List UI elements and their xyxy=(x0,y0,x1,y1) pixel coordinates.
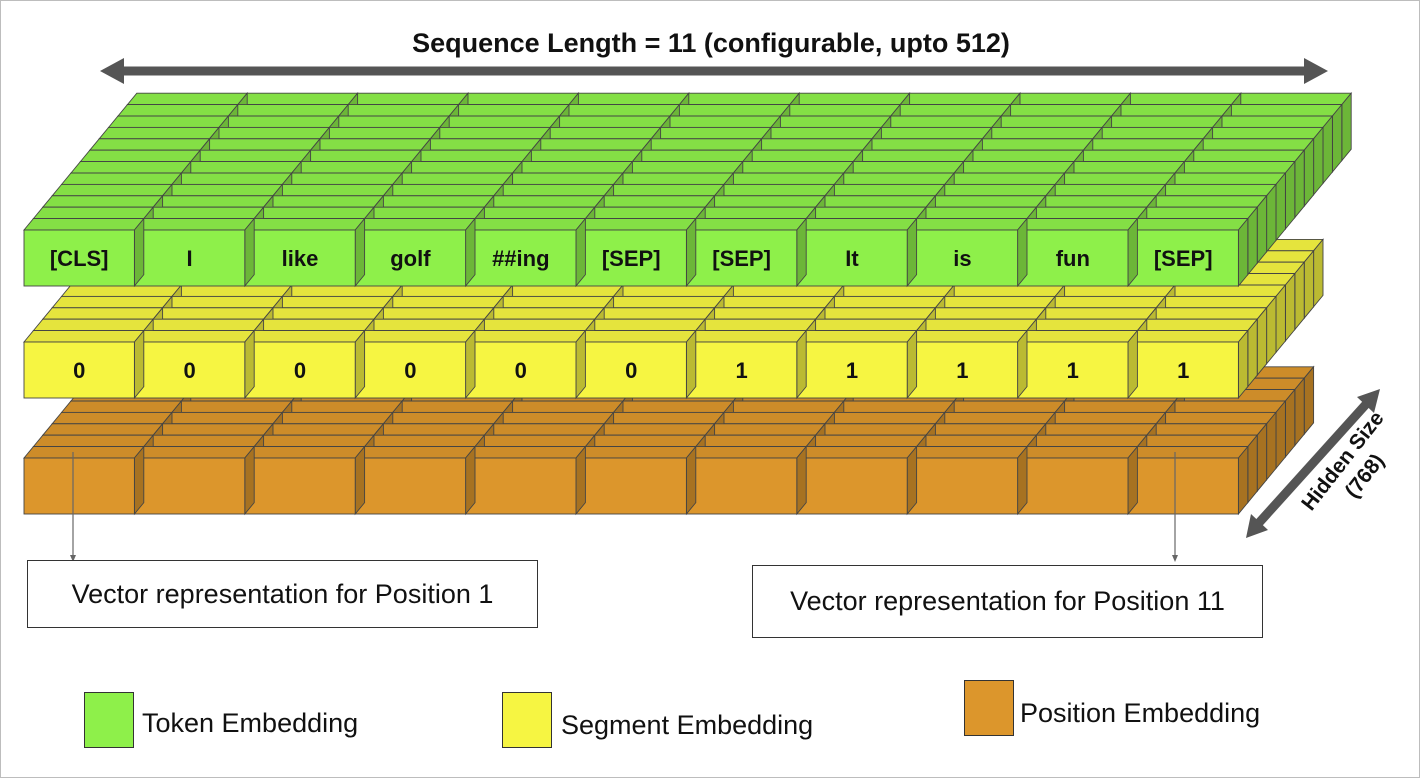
segment-label-5: 0 xyxy=(515,358,527,383)
token-label-9: is xyxy=(953,246,971,271)
callout-position-11: Vector representation for Position 11 xyxy=(752,565,1263,638)
segment-label-4: 0 xyxy=(404,358,416,383)
sequence-length-label: Sequence Length = 11 (configurable, upto… xyxy=(412,28,1010,58)
sequence-length-arrowhead-left xyxy=(100,58,124,84)
legend-token-swatch xyxy=(84,692,134,748)
segment-cell-10: 1 xyxy=(1016,329,1139,400)
legend-segment-swatch xyxy=(502,692,552,748)
position-cell-3 xyxy=(243,445,366,516)
legend-position-swatch xyxy=(964,680,1014,736)
segment-cell-9: 1 xyxy=(906,329,1028,400)
token-label-3: like xyxy=(282,246,319,271)
token-label-8: It xyxy=(845,246,859,271)
token-label-10: fun xyxy=(1056,246,1090,271)
segment-label-6: 0 xyxy=(625,358,637,383)
position-cell-7 xyxy=(685,445,808,516)
position-cell-2 xyxy=(133,445,256,516)
segment-cell-8: 1 xyxy=(795,329,918,400)
token-cell-6: [SEP] xyxy=(575,217,697,288)
arrows xyxy=(70,58,1380,562)
legend-segment-label: Segment Embedding xyxy=(561,710,814,740)
hidden-size-arrow-shaft xyxy=(1253,398,1372,529)
position-cell-5 xyxy=(464,445,587,516)
segment-cell-11: 1 xyxy=(1127,329,1249,400)
position-cell-1 xyxy=(23,445,145,516)
token-cell-5: ##ing xyxy=(464,217,587,288)
segment-cell-6: 0 xyxy=(575,329,697,400)
token-cell-7: [SEP] xyxy=(685,217,808,288)
token-cell-1: [CLS] xyxy=(23,217,145,288)
callout-position-1: Vector representation for Position 1 xyxy=(27,560,538,628)
legend-position-label: Position Embedding xyxy=(1020,698,1261,728)
position-cell-10 xyxy=(1016,445,1139,516)
token-label-1: [CLS] xyxy=(50,246,109,271)
token-cell-11: [SEP] xyxy=(1127,217,1249,288)
position-cell-11 xyxy=(1127,445,1249,516)
position-11-leader-arrowhead xyxy=(1172,555,1178,562)
segment-label-8: 1 xyxy=(846,358,858,383)
segment-cell-3: 0 xyxy=(243,329,366,400)
segment-cell-2: 0 xyxy=(133,329,256,400)
token-label-6: [SEP] xyxy=(602,246,661,271)
position-cell-8 xyxy=(795,445,918,516)
segment-embedding-layer: 1 1 1 1 1 0 0 0 0 0 0 xyxy=(23,238,1324,400)
position-cell-9 xyxy=(906,445,1028,516)
segment-label-7: 1 xyxy=(735,358,747,383)
token-label-4: golf xyxy=(390,246,431,271)
token-cell-8: It xyxy=(795,217,918,288)
segment-label-3: 0 xyxy=(294,358,306,383)
segment-cell-1: 0 xyxy=(23,329,145,400)
hidden-size-arrowhead-top xyxy=(1357,389,1380,413)
segment-label-2: 0 xyxy=(183,358,195,383)
token-label-11: [SEP] xyxy=(1154,246,1213,271)
segment-label-9: 1 xyxy=(956,358,968,383)
token-label-7: [SEP] xyxy=(712,246,771,271)
segment-label-11: 1 xyxy=(1177,358,1189,383)
segment-cell-5: 0 xyxy=(464,329,587,400)
token-cell-4: golf xyxy=(354,217,476,288)
token-label-2: I xyxy=(187,246,193,271)
segment-cell-7: 1 xyxy=(685,329,808,400)
sequence-length-arrowhead-right xyxy=(1304,58,1328,84)
position-cell-6 xyxy=(575,445,697,516)
token-cell-2: I xyxy=(133,217,256,288)
token-embedding-layer: [SEP] fun is It [SEP] [SEP] ##ing golf like I [CLS… xyxy=(23,91,1353,288)
hidden-size-arrowhead-bottom xyxy=(1246,514,1268,538)
token-label-5: ##ing xyxy=(492,246,549,271)
token-cell-3: like xyxy=(243,217,366,288)
segment-label-1: 0 xyxy=(73,358,85,383)
segment-cell-4: 0 xyxy=(354,329,476,400)
position-1-leader-arrowhead xyxy=(70,555,76,562)
token-cell-10: fun xyxy=(1016,217,1139,288)
position-cell-4 xyxy=(354,445,476,516)
token-cell-9: is xyxy=(906,217,1028,288)
legend-token-label: Token Embedding xyxy=(142,708,359,738)
segment-label-10: 1 xyxy=(1067,358,1079,383)
